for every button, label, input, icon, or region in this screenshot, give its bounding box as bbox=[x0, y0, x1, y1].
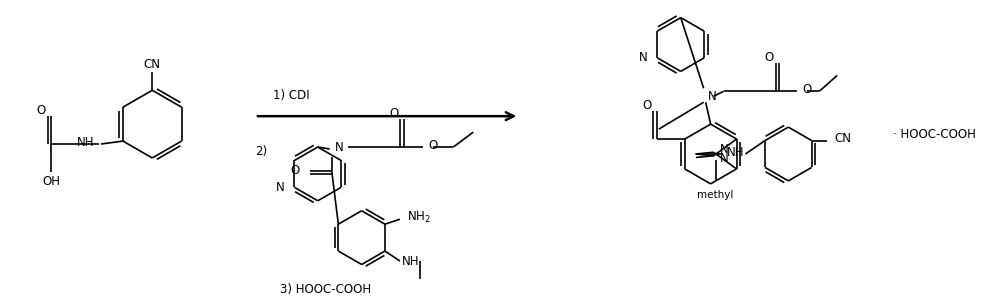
Text: 3) HOOC-COOH: 3) HOOC-COOH bbox=[280, 283, 371, 296]
Text: O: O bbox=[802, 83, 812, 96]
Text: N: N bbox=[276, 181, 284, 194]
Text: N: N bbox=[335, 140, 343, 154]
Text: O: O bbox=[389, 107, 398, 120]
Text: N: N bbox=[720, 143, 728, 156]
Text: O: O bbox=[37, 104, 46, 117]
Text: O: O bbox=[765, 51, 774, 64]
Text: CN: CN bbox=[144, 58, 161, 71]
Text: N: N bbox=[639, 51, 647, 65]
Text: N: N bbox=[708, 90, 716, 103]
Text: O: O bbox=[642, 99, 651, 112]
Text: CN: CN bbox=[835, 132, 852, 145]
Text: NH$_2$: NH$_2$ bbox=[407, 210, 431, 225]
Text: methyl: methyl bbox=[697, 190, 734, 200]
Text: OH: OH bbox=[42, 175, 60, 188]
Text: 2): 2) bbox=[255, 144, 267, 158]
Text: O: O bbox=[291, 164, 300, 177]
Text: NH: NH bbox=[727, 146, 744, 159]
Text: 1) CDI: 1) CDI bbox=[273, 89, 310, 102]
Text: NH: NH bbox=[402, 255, 419, 267]
Text: NH: NH bbox=[76, 136, 94, 148]
Text: O: O bbox=[428, 139, 438, 151]
Text: · HOOC-COOH: · HOOC-COOH bbox=[893, 128, 976, 140]
Text: N: N bbox=[720, 152, 728, 165]
